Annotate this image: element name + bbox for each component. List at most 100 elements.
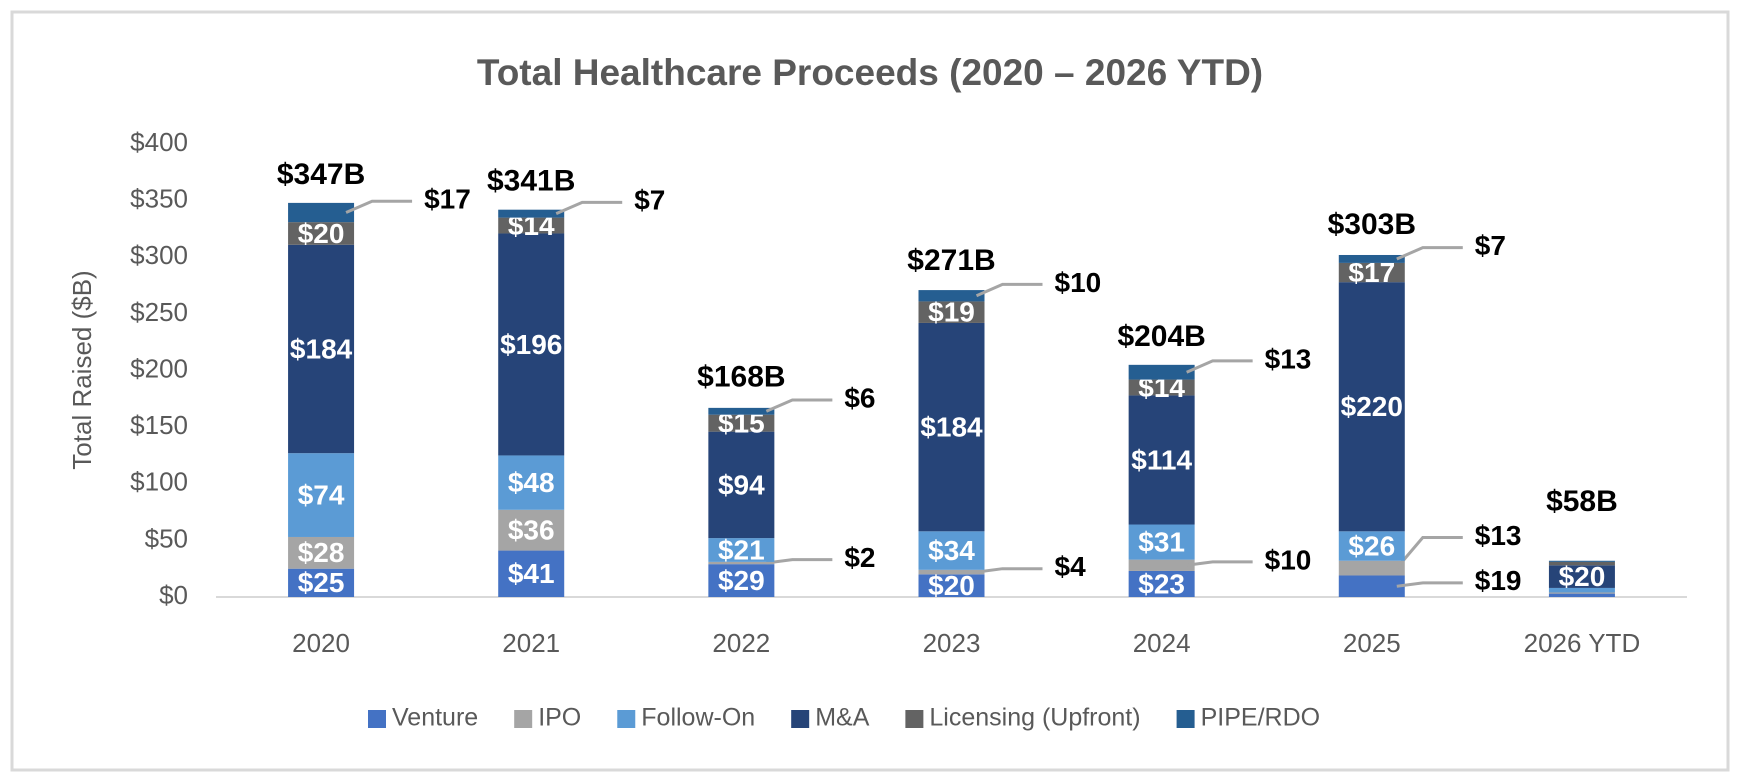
data-label: $10 (1265, 544, 1312, 575)
data-label: $114 (1131, 444, 1192, 475)
data-label: $25 (298, 567, 345, 598)
data-label: $220 (1341, 391, 1403, 422)
bar-segment (918, 290, 985, 302)
bar-segment (918, 531, 985, 570)
bar-segment (498, 509, 565, 551)
leader-line (555, 200, 623, 216)
bar-segment (1128, 570, 1195, 597)
data-label: $196 (500, 329, 562, 360)
bar-segment (1338, 254, 1405, 263)
data-label: $20 (298, 218, 345, 249)
x-tick-label: 2022 (712, 628, 770, 658)
y-tick-label: $150 (130, 410, 188, 440)
legend-label: Follow-On (641, 704, 755, 732)
data-label: $20 (1559, 561, 1606, 592)
total-label: $347B (277, 158, 365, 191)
y-tick-label: $50 (145, 523, 188, 553)
leader-line (766, 558, 833, 565)
data-label: $7 (1475, 230, 1506, 261)
data-label: $74 (298, 479, 345, 510)
legend-label: M&A (815, 704, 870, 732)
leader-line (1396, 246, 1463, 261)
legend-label: PIPE/RDO (1201, 704, 1320, 732)
total-label: $168B (697, 361, 785, 394)
data-label: $31 (1138, 526, 1185, 557)
total-label: $341B (487, 165, 575, 198)
bar-segment (708, 407, 775, 415)
bar-segment (1338, 531, 1405, 561)
y-axis-title: Total Raised ($B) (67, 270, 97, 469)
bar-segment (1128, 395, 1195, 525)
data-label: $94 (718, 469, 765, 500)
bar-segment (1128, 364, 1195, 380)
y-tick-label: $250 (130, 297, 188, 327)
bar-segment (1338, 262, 1405, 283)
data-label: $7 (634, 185, 665, 216)
data-label: $23 (1138, 568, 1185, 599)
bar-segment (1548, 565, 1615, 588)
data-label: $10 (1055, 267, 1102, 298)
data-label: $26 (1348, 530, 1395, 561)
bar-segment (1128, 524, 1195, 560)
data-label: $184 (290, 333, 353, 364)
data-label: $34 (928, 535, 975, 566)
bar-segment (498, 209, 565, 218)
x-tick-label: 2021 (502, 628, 560, 658)
data-label: $4 (1055, 551, 1087, 582)
legend-swatch (791, 710, 810, 728)
leader-line (1396, 581, 1463, 588)
bar-segment (1548, 592, 1615, 594)
data-label: $13 (1265, 343, 1312, 374)
x-tick-label: 2023 (923, 628, 981, 658)
data-label: $29 (718, 565, 765, 596)
bar-segment (498, 550, 565, 597)
bar-segment (1128, 379, 1195, 396)
bar-segment (288, 244, 355, 454)
x-tick-label: 2025 (1343, 628, 1401, 658)
leader-line (765, 398, 833, 413)
legend-label: Venture (392, 704, 478, 732)
bar-segment (918, 569, 985, 575)
bar-segment (288, 568, 355, 597)
data-label: $19 (928, 297, 975, 328)
legend-swatch (514, 710, 533, 728)
y-tick-label: $100 (130, 467, 188, 497)
bar-segment (1128, 559, 1195, 571)
bar-segment (1548, 560, 1615, 562)
legend-swatch (905, 710, 924, 728)
data-label: $41 (508, 558, 555, 589)
x-tick-label: 2024 (1133, 628, 1191, 658)
bar-segment (498, 217, 565, 234)
bar-segment (288, 453, 355, 537)
bar-segment (708, 564, 775, 597)
y-tick-label: $0 (159, 580, 188, 610)
data-label: $21 (718, 534, 765, 565)
legend-label: IPO (538, 704, 581, 732)
total-label: $58B (1546, 485, 1618, 518)
bar-segment (288, 202, 355, 223)
legend-swatch (1176, 710, 1195, 728)
bar-segment (1338, 575, 1405, 597)
bar-segment (288, 536, 355, 569)
bar-segment (1548, 593, 1615, 597)
total-label: $303B (1328, 208, 1416, 241)
data-label: $28 (298, 537, 345, 568)
data-label: $19 (1475, 565, 1522, 596)
bar-segment (1338, 560, 1405, 576)
data-label: $17 (424, 184, 471, 215)
data-label: $48 (508, 467, 555, 498)
total-label: $271B (907, 244, 995, 277)
bar-segment (918, 574, 985, 597)
y-tick-label: $300 (130, 240, 188, 270)
data-label: $2 (844, 542, 875, 573)
total-label: $204B (1117, 320, 1205, 353)
bar-segment (1548, 561, 1615, 566)
leader-line (1186, 359, 1253, 374)
legend-swatch (368, 710, 386, 728)
bar-segment (708, 431, 775, 539)
chart-title: Total Healthcare Proceeds (2020 – 2026 Y… (477, 52, 1263, 93)
data-label: $20 (928, 570, 975, 601)
leader-line (975, 282, 1043, 298)
bar-segment (708, 538, 775, 562)
